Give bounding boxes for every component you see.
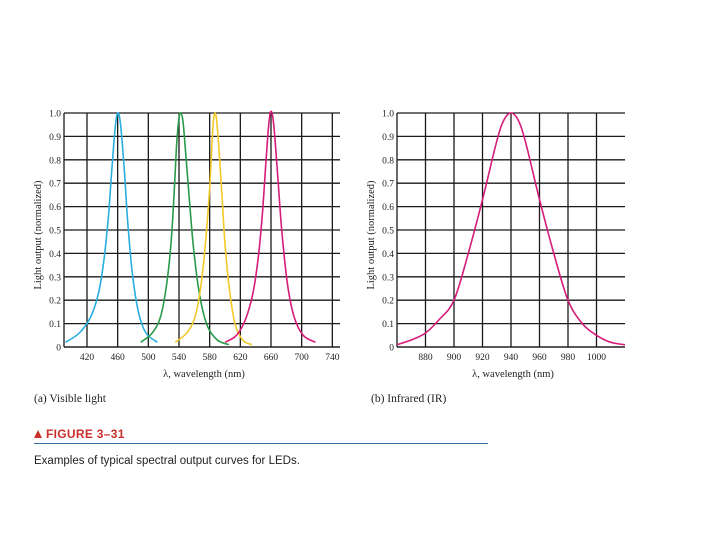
infrared-y-tick-label: 0.3 (382, 273, 394, 283)
infrared-x-tick-label: 980 (561, 353, 576, 363)
visible-y-tick-label: 0.6 (49, 203, 61, 213)
visible-light-chart: 0 0.1 0.2 0.3 0.4 0.5 0.6 0.7 0.8 0.9 1.0 420 460 500… (33, 110, 340, 380)
visible-y-tick-label: 0.9 (49, 133, 61, 143)
infrared-y-tick-label: 0.4 (382, 250, 394, 260)
infrared-y-tick-label: 0.1 (382, 320, 394, 330)
figure-caption: Examples of typical spectral output curv… (34, 455, 300, 467)
visible-x-tick-label: 500 (141, 353, 156, 363)
visible-x-tick-label: 660 (264, 353, 279, 363)
infrared-x-tick-label: 960 (532, 353, 547, 363)
visible-y-tick-label: 0.2 (49, 297, 61, 307)
infrared-y-tick-label: 0.6 (382, 203, 394, 213)
infrared-y-axis-label: Light output (normalized) (366, 180, 377, 290)
infrared-y-tick-label: 1.0 (382, 110, 394, 120)
visible-y-tick-label: 0.7 (49, 180, 61, 190)
visible-x-axis-label: λ, wavelength (nm) (163, 369, 245, 380)
visible-x-tick-label: 620 (233, 353, 248, 363)
figure-label: FIGURE 3–31 (34, 427, 125, 441)
visible-y-tick-label: 0.4 (49, 250, 61, 260)
infrared-caption: (b) Infrared (IR) (371, 393, 447, 405)
infrared-y-tick-label: 0.8 (382, 156, 394, 166)
infrared-x-tick-label: 900 (447, 353, 462, 363)
visible-x-tick-label: 580 (203, 353, 218, 363)
infrared-x-axis-label: λ, wavelength (nm) (472, 369, 554, 380)
infrared-y-tick-label: 0.5 (382, 227, 394, 237)
infrared-y-tick-label: 0.2 (382, 297, 394, 307)
infrared-y-tick-label: 0 (389, 344, 394, 354)
visible-series-3-curve (174, 112, 253, 346)
infrared-y-tick-label: 0.7 (382, 180, 394, 190)
visible-x-tick-label: 700 (295, 353, 310, 363)
visible-series-4-curve (224, 110, 316, 344)
infrared-x-tick-label: 1000 (587, 353, 606, 363)
figure-divider (34, 443, 488, 444)
infrared-x-tick-label: 880 (418, 353, 433, 363)
infrared-x-tick-label: 920 (475, 353, 490, 363)
triangle-icon (34, 430, 42, 438)
infrared-chart: 0 0.1 0.2 0.3 0.4 0.5 0.6 0.7 0.8 0.9 1.0 880 900 920… (366, 110, 626, 380)
visible-x-tick-label: 460 (111, 353, 126, 363)
visible-y-tick-label: 0.8 (49, 156, 61, 166)
infrared-series-1-curve (396, 112, 626, 346)
visible-y-tick-label: 0.5 (49, 227, 61, 237)
infrared-x-tick-label: 940 (504, 353, 519, 363)
visible-light-caption: (a) Visible light (34, 393, 106, 405)
figure-number: FIGURE 3–31 (46, 427, 125, 441)
visible-x-tick-label: 740 (325, 353, 340, 363)
visible-y-axis-label: Light output (normalized) (33, 180, 44, 290)
visible-y-tick-label: 0 (56, 344, 61, 354)
visible-series-2-curve (140, 112, 230, 346)
infrared-y-tick-label: 0.9 (382, 133, 394, 143)
visible-y-tick-label: 0.3 (49, 273, 61, 283)
visible-x-tick-label: 540 (172, 353, 187, 363)
visible-series-1-curve (65, 112, 158, 343)
visible-y-tick-label: 1.0 (49, 110, 61, 120)
visible-x-tick-label: 420 (80, 353, 95, 363)
visible-y-tick-label: 0.1 (49, 320, 61, 330)
